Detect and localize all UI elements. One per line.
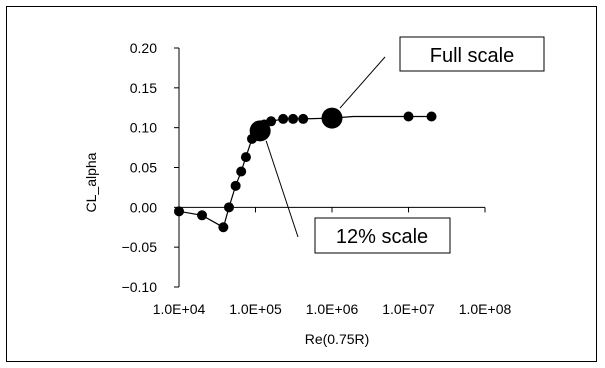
data-point: [426, 111, 437, 122]
full-scale-label: Full scale: [430, 45, 514, 67]
full-scale-leader: [339, 56, 386, 109]
data-point: [197, 210, 208, 221]
small-scale-label-box: [314, 217, 451, 254]
data-point: [223, 202, 234, 213]
highlighted-point: [249, 120, 271, 142]
data-point: [403, 111, 414, 122]
data-point: [240, 152, 251, 163]
data-point: [174, 206, 184, 217]
y-tick-label: 0.10: [130, 120, 157, 136]
y-tick-label: 0.05: [130, 160, 157, 176]
data-point: [230, 180, 241, 191]
y-axis-title: CL_alpha: [83, 152, 99, 212]
data-curve: [178, 115, 432, 229]
x-tick-label: 1.0E+06: [306, 301, 359, 317]
data-point: [236, 166, 247, 177]
data-point: [298, 113, 309, 124]
x-axis-title: Re(0.75R): [305, 331, 370, 347]
small-scale-leader: [265, 140, 299, 238]
y-tick-label: −0.05: [122, 239, 158, 255]
x-tick-label: 1.0E+04: [153, 301, 206, 317]
data-point: [288, 113, 299, 124]
data-point: [266, 116, 277, 127]
curve-layer: [178, 115, 432, 229]
y-tick-label: 0.15: [130, 80, 157, 96]
y-tick-label: 0.20: [130, 40, 157, 56]
annotation-layer: Full scale 12% scale: [265, 36, 545, 254]
full-scale-label-box: [399, 36, 545, 72]
axes: −0.10 −0.05 0.00 0.05 0.10 0.15 0.20 1.0E+04 1.0…: [122, 40, 512, 317]
y-tick-label: −0.10: [122, 279, 158, 295]
points-layer: [174, 107, 437, 233]
small-scale-label: 12% scale: [336, 226, 428, 248]
data-point: [278, 113, 289, 124]
highlighted-point: [321, 107, 343, 129]
x-tick-label: 1.0E+08: [459, 301, 512, 317]
data-point: [218, 222, 229, 233]
x-tick-label: 1.0E+07: [382, 301, 435, 317]
x-tick-label: 1.0E+05: [229, 301, 282, 317]
y-tick-label: 0.00: [130, 199, 157, 215]
